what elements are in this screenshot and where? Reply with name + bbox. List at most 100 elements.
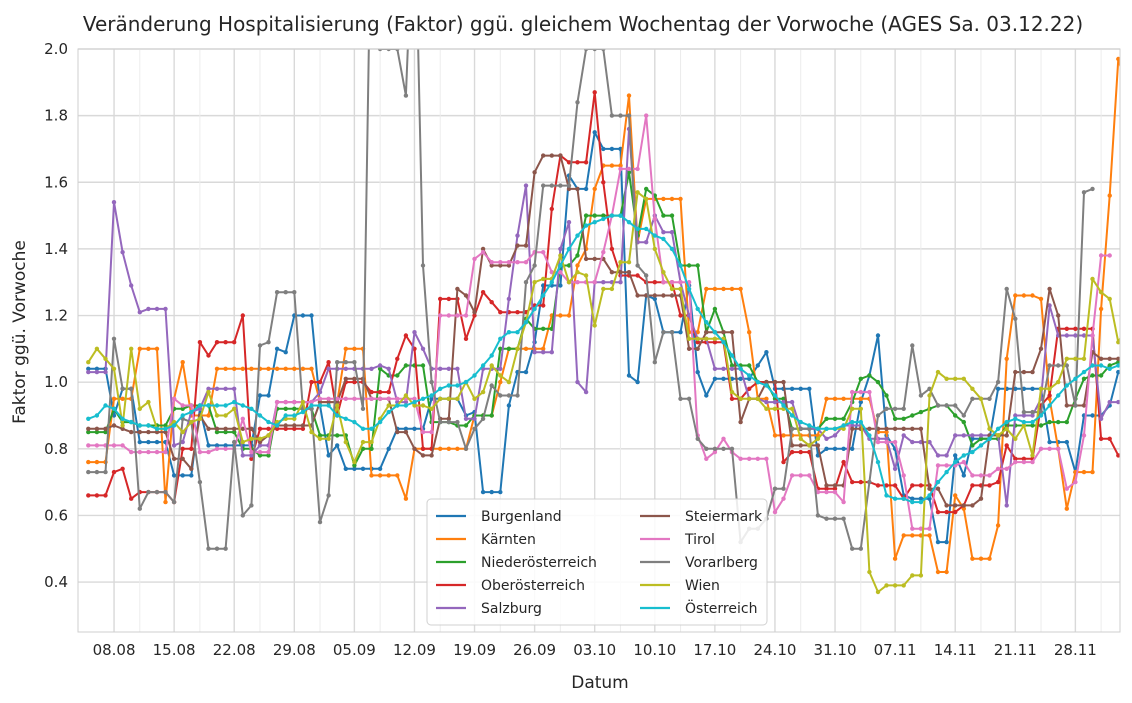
data-point — [935, 509, 941, 515]
data-point — [918, 526, 924, 531]
data-point — [146, 423, 151, 428]
data-point — [197, 416, 203, 421]
data-point — [377, 363, 383, 368]
data-point — [1021, 423, 1027, 428]
data-point — [618, 280, 623, 285]
data-point — [249, 426, 254, 431]
data-point — [283, 290, 288, 295]
data-point — [747, 376, 752, 381]
data-point — [995, 386, 1001, 391]
data-point — [1013, 456, 1018, 461]
data-point — [592, 213, 597, 218]
data-point — [772, 486, 778, 491]
data-point — [489, 353, 494, 358]
y-tick-label: 1.0 — [44, 373, 68, 391]
data-point — [927, 393, 932, 398]
data-point — [154, 346, 160, 351]
data-point — [995, 433, 1001, 438]
data-point — [455, 383, 460, 388]
data-point — [94, 469, 100, 475]
data-point — [292, 416, 297, 421]
data-point — [927, 533, 932, 538]
data-point — [386, 473, 391, 478]
data-point — [111, 336, 117, 341]
y-tick-label: 0.8 — [44, 440, 68, 458]
data-point — [94, 413, 100, 418]
data-point — [1081, 433, 1087, 438]
data-point — [223, 386, 228, 391]
data-point — [506, 330, 512, 335]
data-point — [867, 389, 872, 395]
data-point — [180, 473, 185, 478]
data-point — [961, 453, 966, 458]
data-point — [944, 509, 949, 515]
data-point — [721, 330, 726, 335]
data-point — [1038, 346, 1044, 351]
data-point — [549, 206, 554, 212]
data-point — [163, 499, 168, 505]
data-point — [369, 426, 374, 431]
data-point — [214, 446, 220, 451]
data-point — [214, 546, 220, 551]
data-point — [171, 456, 177, 461]
data-point — [781, 403, 786, 408]
data-point — [661, 230, 666, 235]
data-point — [841, 423, 846, 428]
data-point — [326, 403, 331, 408]
data-point — [395, 356, 400, 361]
data-point — [901, 583, 906, 588]
legend-label: Wien — [685, 578, 720, 594]
data-point — [180, 360, 185, 365]
data-point — [850, 426, 855, 431]
data-point — [480, 389, 486, 395]
data-point — [678, 280, 683, 285]
data-point — [309, 399, 314, 405]
data-point — [386, 366, 391, 371]
data-point — [910, 483, 915, 488]
data-point — [189, 419, 194, 425]
data-point — [1090, 373, 1095, 378]
data-point — [1116, 360, 1120, 365]
data-point — [480, 363, 486, 368]
x-tick-label: 07.11 — [874, 641, 917, 659]
data-point — [1047, 393, 1052, 398]
data-point — [94, 443, 100, 448]
data-point — [609, 146, 615, 152]
data-point — [1125, 357, 1129, 361]
data-point — [1004, 286, 1009, 292]
data-point — [206, 546, 211, 551]
data-point — [566, 186, 572, 192]
data-point — [1030, 419, 1035, 425]
data-point — [901, 426, 906, 431]
data-point — [438, 296, 443, 302]
data-point — [1090, 413, 1095, 418]
data-point — [1056, 419, 1061, 425]
data-point — [94, 369, 100, 375]
data-point — [1004, 433, 1009, 438]
data-point — [815, 489, 821, 495]
data-point — [764, 379, 769, 385]
data-point — [352, 346, 357, 351]
data-point — [86, 493, 91, 498]
data-point — [326, 366, 331, 371]
data-point — [635, 166, 640, 172]
data-point — [995, 479, 1001, 485]
series-line — [88, 49, 1093, 550]
data-point — [420, 403, 426, 408]
data-point — [146, 449, 151, 455]
data-point — [601, 250, 606, 255]
data-point — [867, 426, 872, 431]
data-point — [197, 403, 203, 408]
data-point — [978, 396, 984, 401]
data-point — [729, 446, 735, 451]
data-point — [738, 286, 743, 292]
data-point — [292, 399, 297, 405]
data-point — [601, 213, 606, 218]
data-point — [678, 196, 683, 202]
data-point — [1013, 436, 1018, 441]
data-point — [850, 406, 855, 411]
data-point — [463, 423, 469, 428]
data-point — [317, 396, 323, 401]
data-point — [995, 379, 1001, 385]
data-point — [927, 493, 932, 498]
